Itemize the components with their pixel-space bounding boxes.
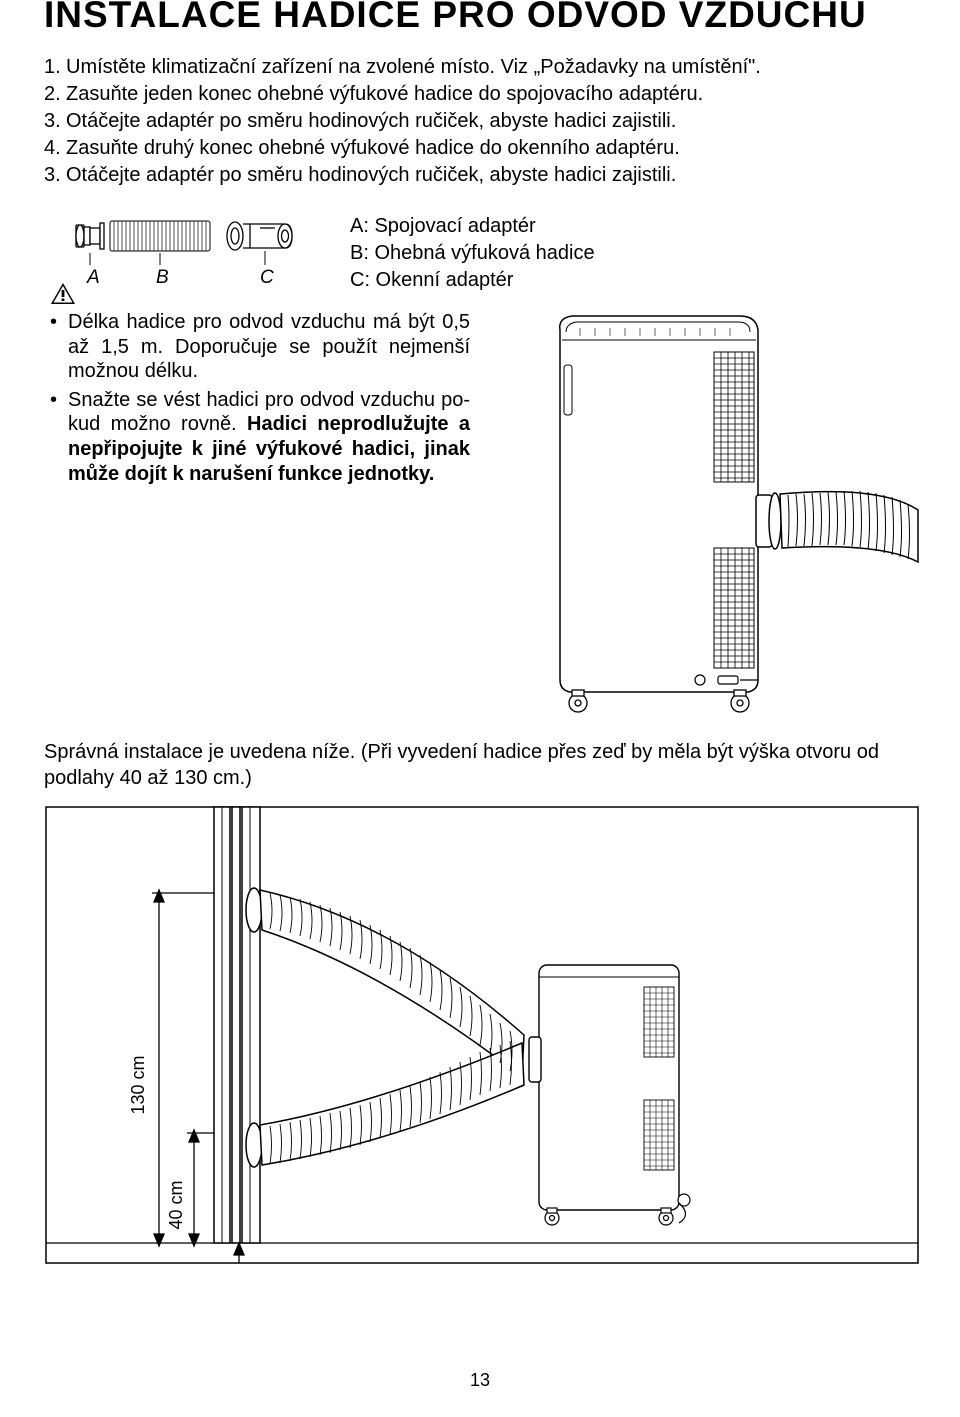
installation-caption: Správná instalace je uvedena níže. (Při … [40,739,920,791]
step-3: 3.Otáčejte adaptér po směru hodinových r… [44,108,920,135]
parts-legend: A: Spojovací adaptér B: Ohebná výfuková … [310,211,595,294]
legend-c: C: Okenní adaptér [350,267,595,294]
step-4: 4.Zasuňte druhý konec ohebné výfukové ha… [44,135,920,162]
unit-with-hose-diagram [500,310,920,725]
step-2: 2.Zasuňte jeden konec ohebné výfukové ha… [44,81,920,108]
legend-a: A: Spojovací adaptér [350,213,595,240]
part-label-c: C [260,267,274,288]
dim-130: 130 cm [128,1055,148,1114]
page-title: INSTALACE HADICE PRO ODVOD VZDUCHU [40,0,920,36]
dim-40: 40 cm [166,1180,186,1229]
part-label-b: B [156,267,169,288]
step-1: 1.Umístěte klimatizační zařízení na zvol… [44,54,920,81]
instruction-steps: 1.Umístěte klimatizační zařízení na zvol… [40,54,920,189]
step-5: 3.Otáčejte adaptér po směru hodinových r… [44,162,920,189]
warning-icon [50,282,76,306]
bullet-2: Snažte se vést hadici pro odvod vzduchu … [68,388,470,486]
page-number: 13 [0,1370,960,1391]
installation-diagram: 130 cm 40 cm [44,805,920,1270]
part-label-a: A [86,267,100,288]
parts-diagram: A B C [70,211,310,296]
warning-bullets: Délka hadice pro odvod vzduchu má být 0,… [40,310,470,490]
bullet-1: Délka hadice pro odvod vzduchu má být 0,… [68,310,470,384]
legend-b: B: Ohebná výfuková hadice [350,240,595,267]
